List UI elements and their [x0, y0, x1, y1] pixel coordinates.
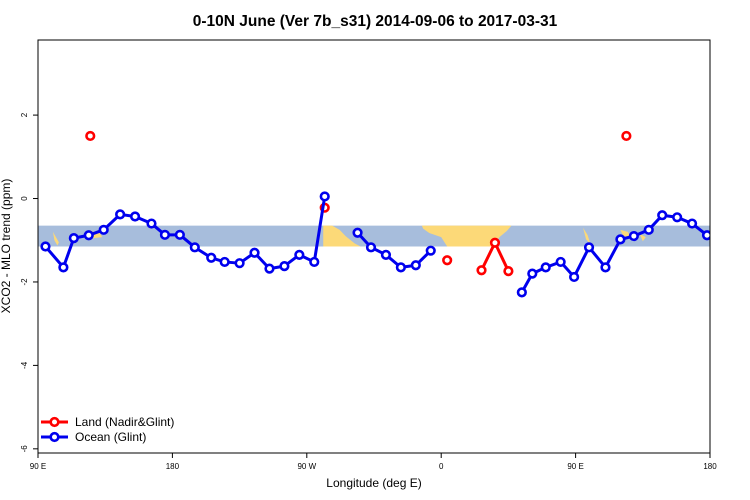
series-ocean: [40, 191, 710, 298]
series-ocean-point: [643, 224, 654, 235]
y-tick-label: 2: [20, 112, 29, 117]
series-ocean-point: [129, 211, 141, 222]
y-tick-label: -2: [20, 278, 29, 286]
series-ocean-point: [249, 247, 260, 258]
chart-title: 0-10N June (Ver 7b_s31) 2014-09-06 to 20…: [193, 13, 558, 30]
series-ocean-point: [701, 230, 710, 241]
series-land-point: [621, 130, 632, 142]
series-land-point: [476, 265, 487, 276]
series-ocean-point: [672, 212, 683, 223]
legend-ocean-marker: [49, 431, 60, 443]
series-ocean-point: [98, 224, 109, 235]
series-ocean-point: [555, 256, 566, 268]
series-ocean-point: [600, 262, 611, 273]
series-ocean-point: [58, 262, 69, 273]
x-axis-label: Longitude (deg E): [326, 476, 421, 490]
x-tick-label: 180: [166, 462, 180, 471]
series-ocean-point: [516, 287, 527, 298]
y-tick-label: 0: [20, 196, 29, 201]
series-ocean-point: [540, 262, 551, 273]
series-ocean-point: [189, 242, 200, 253]
series-ocean-point: [583, 242, 595, 253]
land-shape: [52, 231, 59, 246]
land-shape: [583, 227, 591, 245]
x-tick-label: 90 E: [30, 462, 46, 471]
series-land-point: [489, 237, 501, 248]
series-ocean-point: [365, 242, 377, 253]
series-layer: [40, 130, 710, 298]
x-tick-label: 90 E: [567, 462, 583, 471]
land-shape: [323, 225, 361, 247]
plot-frame: [37, 39, 711, 454]
land-shape: [639, 233, 646, 242]
series-ocean-point: [686, 218, 698, 229]
series-ocean-point: [628, 230, 639, 242]
x-tick-label: 180: [703, 462, 717, 471]
legend-item-ocean: Ocean (Glint): [41, 430, 146, 444]
series-ocean-point: [83, 230, 94, 241]
series-land-point: [442, 255, 453, 266]
series-land-point: [85, 130, 96, 142]
series-ocean-point: [319, 191, 330, 202]
series-ocean-point: [380, 249, 392, 260]
series-ocean-point: [40, 241, 51, 252]
legend-land-label: Land (Nadir&Glint): [75, 415, 174, 429]
x-tick-label: 90 W: [297, 462, 316, 471]
y-axis-label: XCO2 - MLO trend (ppm): [0, 179, 13, 314]
land-shapes: [52, 225, 646, 247]
series-ocean-point: [657, 210, 668, 221]
series-ocean-point: [279, 261, 290, 272]
series-ocean-point: [146, 218, 157, 229]
x-axis: 90 E 180 90 W 0 90 E 180: [30, 453, 717, 471]
legend-land-marker: [49, 416, 60, 428]
series-ocean-point: [264, 263, 275, 274]
ocean-band: [38, 225, 710, 247]
series-ocean-point: [294, 249, 305, 260]
series-ocean-point: [219, 256, 230, 268]
series-ocean-point: [425, 245, 436, 256]
series-ocean-point: [206, 252, 217, 263]
series-ocean-point: [159, 229, 171, 240]
y-tick-label: -6: [20, 445, 29, 453]
series-ocean-point: [115, 209, 126, 220]
legend: Land (Nadir&Glint) Ocean (Glint): [41, 415, 174, 444]
series-land-point: [503, 266, 514, 277]
series-ocean-point: [234, 258, 245, 269]
series-ocean-point: [68, 233, 79, 244]
series-land: [85, 130, 632, 277]
y-axis: 2 0 -2 -4 -6: [20, 112, 38, 452]
series-ocean-point: [410, 260, 421, 271]
series-ocean-point: [174, 229, 185, 240]
series-ocean-point: [395, 262, 406, 273]
y-tick-label: -4: [20, 361, 29, 369]
series-ocean-point: [569, 271, 580, 283]
x-tick-label: 0: [439, 462, 444, 471]
map-background: [38, 225, 710, 247]
series-ocean-point: [615, 234, 626, 245]
legend-item-land: Land (Nadir&Glint): [41, 415, 174, 429]
legend-ocean-label: Ocean (Glint): [75, 430, 146, 444]
land-shape: [421, 225, 512, 247]
series-ocean-point: [352, 227, 363, 238]
series-ocean-point: [527, 268, 538, 279]
series-ocean-point: [309, 256, 320, 268]
